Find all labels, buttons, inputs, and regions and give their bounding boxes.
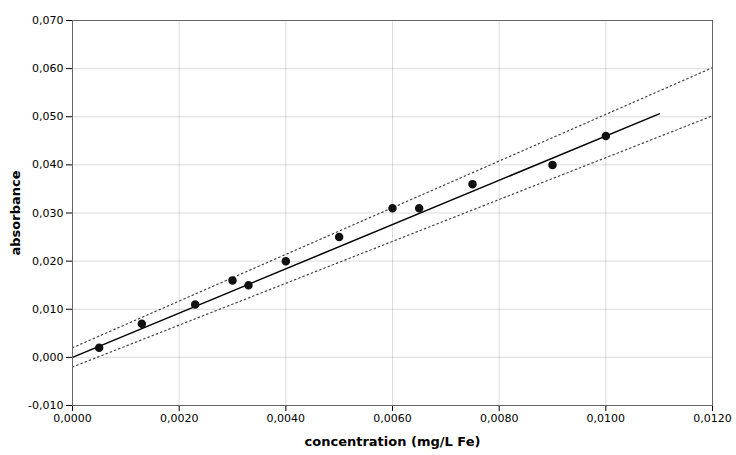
svg-text:0,000: 0,000 [32,351,64,364]
svg-text:0,0120: 0,0120 [693,412,732,425]
svg-text:0,0020: 0,0020 [160,412,199,425]
svg-text:0,020: 0,020 [32,255,64,268]
svg-text:0,0060: 0,0060 [373,412,412,425]
svg-text:0,0040: 0,0040 [267,412,306,425]
svg-text:0,040: 0,040 [32,158,64,171]
svg-text:0,010: 0,010 [32,303,64,316]
svg-text:0,0080: 0,0080 [480,412,518,425]
svg-text:0,030: 0,030 [32,207,64,220]
svg-text:-0,010: -0,010 [28,399,63,412]
svg-text:0,060: 0,060 [32,62,64,75]
svg-text:0,0100: 0,0100 [587,412,626,425]
svg-text:concentration (mg/L Fe): concentration (mg/L Fe) [305,434,481,449]
svg-text:absorbance: absorbance [8,170,23,255]
svg-text:0,0000: 0,0000 [53,412,92,425]
svg-text:0,070: 0,070 [32,14,64,27]
svg-text:0,050: 0,050 [32,110,64,123]
